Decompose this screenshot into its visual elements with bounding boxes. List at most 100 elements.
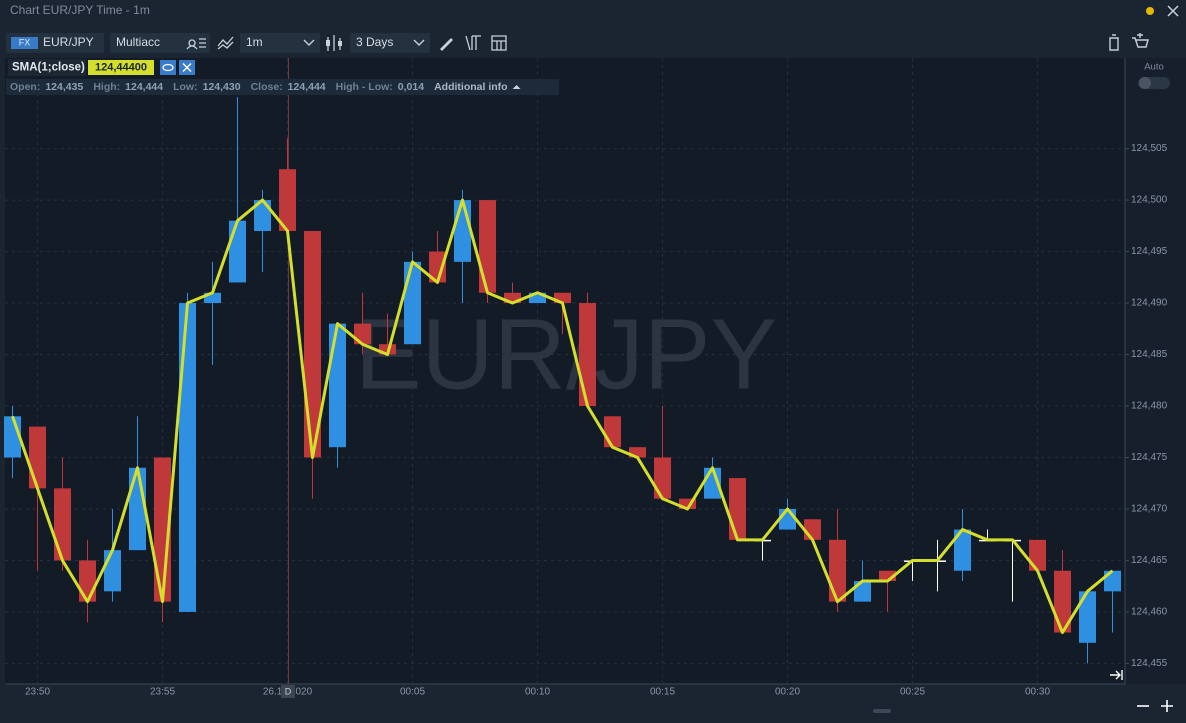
info-label: High: [93,81,120,93]
x-tick-label: 00:25 [900,687,925,698]
eye-icon [162,63,174,72]
candle-body [829,539,846,602]
account-icon[interactable] [186,38,206,50]
left-border [0,58,5,723]
symbol-label: EUR/JPY [43,35,94,49]
day-marker [281,685,295,698]
candle-body [1054,570,1071,633]
status-dot [1146,7,1154,15]
auto-label: Auto [1144,62,1164,73]
range-label: 3 Days [356,35,393,49]
close-button[interactable] [1167,5,1179,17]
candle-body [654,457,671,499]
range-box[interactable] [350,33,430,53]
indicator-icon[interactable] [465,35,481,51]
dropdown-arrow [413,39,425,46]
y-axis-panel [1125,58,1186,684]
candle-body [779,508,796,530]
zoom-in-button[interactable] [1161,700,1173,712]
candle-body [104,550,121,592]
info-value: 0,014 [398,81,424,93]
x-tick-label: 00:10 [525,687,550,698]
layout-icon[interactable] [491,35,507,51]
info-label: Close: [251,81,283,93]
auto-toggle-knob [1139,77,1151,89]
day-marker-label: D [285,686,292,696]
candle-body [729,478,746,540]
candle-body [429,251,446,283]
candle-body [129,467,146,551]
y-tick-label: 124,460 [1131,607,1168,618]
visibility-button[interactable] [160,60,176,75]
cart-icon[interactable] [1132,33,1149,48]
draw-icon[interactable] [440,38,453,51]
indicator-box[interactable] [8,59,86,76]
y-tick-label: 124,485 [1131,349,1168,360]
dropdown-arrow [303,39,315,46]
x-tick-label: 23:55 [150,687,175,698]
info-value: 124,435 [45,81,83,93]
y-tick-label: 124,455 [1131,658,1168,669]
additional-info[interactable]: Additional info [434,81,508,93]
account-box[interactable] [110,33,210,53]
info-label: High - Low: [336,81,393,93]
candle-body [79,560,96,602]
indicator-value: 124,44400 [95,61,147,73]
candle-body [204,292,221,304]
candle-body [404,261,421,345]
candle-body [229,220,246,283]
info-label: Low: [173,81,198,93]
info-label: Open: [10,81,40,93]
sma-line [11,198,1114,635]
y-tick-label: 124,475 [1131,452,1168,463]
indicator-name: SMA(1;close) [12,62,85,74]
account-label: Multiacc [116,35,160,49]
candle-body [254,200,271,231]
window-title: Chart EUR/JPY Time - 1m [10,3,150,17]
timeframe-box[interactable] [240,33,320,53]
x-tick-label: 00:15 [650,687,675,698]
chart-type-icon [338,41,342,46]
market-label: FX [19,37,31,47]
candle-body [1029,539,1046,571]
candle-body [804,519,821,540]
expand-arrow [512,85,521,89]
x-tick-label: 00:05 [400,687,425,698]
info-value: 124,444 [288,81,326,93]
y-tick-label: 124,470 [1131,504,1168,515]
y-tick-label: 124,495 [1131,246,1168,257]
candle-body [279,169,296,231]
candle-body [29,426,46,489]
x-axis-panel [5,684,1186,723]
candle-body [304,230,321,458]
y-tick-label: 124,480 [1131,401,1168,412]
candle-body [554,292,571,304]
candle-body [454,200,471,262]
candle-body [879,570,896,582]
indicator-value-box [88,60,154,75]
y-tick-label: 124,490 [1131,298,1168,309]
chart-type-icon [326,40,330,46]
x-tick-label: 23:50 [25,687,50,698]
timeframe-label: 1m [246,35,263,49]
y-tick-label: 124,500 [1131,195,1168,206]
compare-icon[interactable] [217,36,234,50]
info-value: 124,430 [203,81,241,93]
scroll-handle[interactable] [873,709,891,713]
candle-body [629,447,646,458]
candle-body [179,303,196,612]
scroll-end-button[interactable] [1110,670,1123,680]
title-bar [0,0,1186,22]
market-badge [11,37,38,49]
candle-body [479,200,496,293]
y-tick-label: 124,505 [1131,143,1168,154]
candle-body [504,292,521,304]
save-icon[interactable] [1109,34,1119,51]
info-value: 124,444 [125,81,163,93]
candle-body [604,416,621,448]
candle-body [329,323,346,448]
candle-body [579,303,596,407]
candle-body [54,488,71,561]
